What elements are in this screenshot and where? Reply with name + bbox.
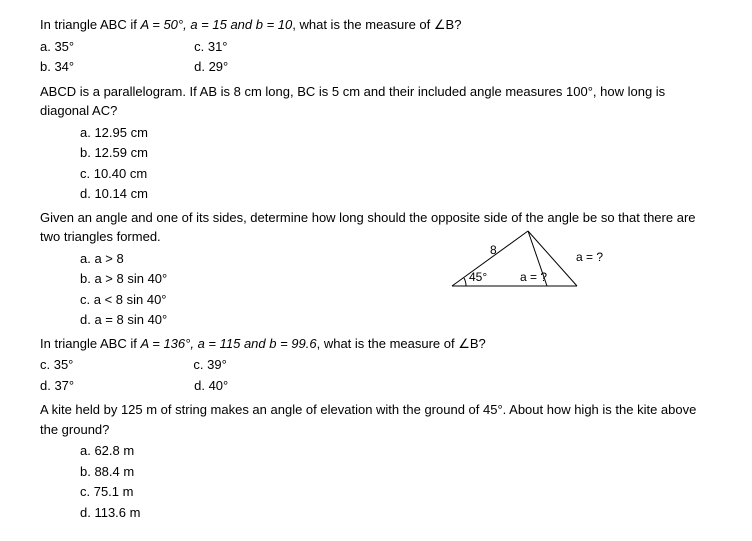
q2-text: ABCD is a parallelogram. If AB is 8 cm l… <box>40 82 712 121</box>
q4-text: In triangle ABC if A = 136°, a = 115 and… <box>40 334 712 354</box>
question-5: A kite held by 125 m of string makes an … <box>40 400 712 522</box>
q5-option-d: d. 113.6 m <box>40 503 712 523</box>
q1-option-a: a. 35° <box>40 37 74 57</box>
q4-row2: d. 37° d. 40° <box>40 376 712 397</box>
label-a-outer: a = ? <box>576 248 603 266</box>
q2-option-a: a. 12.95 cm <box>40 123 712 143</box>
q2-option-c: c. 10.40 cm <box>40 164 712 184</box>
angle-arc <box>464 278 466 286</box>
q4-option-b: d. 37° <box>40 376 74 396</box>
question-3: Given an angle and one of its sides, det… <box>40 208 712 330</box>
q1-option-b: b. 34° <box>40 57 74 77</box>
q1-row2: b. 34° d. 29° <box>40 57 712 78</box>
q3-option-d: d. a = 8 sin 40° <box>40 310 712 330</box>
q4-pre: In triangle ABC if <box>40 336 140 351</box>
q2-options: a. 12.95 cm b. 12.59 cm c. 10.40 cm d. 1… <box>40 123 712 204</box>
q4-mid: A = 136°, a = 115 and b = 99.6 <box>140 336 316 351</box>
triangle-diagram: 8 45° a = ? a = ? <box>442 226 622 296</box>
q2-option-d: d. 10.14 cm <box>40 184 712 204</box>
question-4: In triangle ABC if A = 136°, a = 115 and… <box>40 334 712 397</box>
question-1: In triangle ABC if A = 50°, a = 15 and b… <box>40 15 712 78</box>
q1-mid: A = 50°, a = 15 and b = 10 <box>140 17 292 32</box>
q4-row1: c. 35° c. 39° <box>40 355 712 376</box>
q4-option-a: c. 35° <box>40 355 73 375</box>
label-a-inner: a = ? <box>520 268 547 286</box>
q4-post: , what is the measure of ∠B? <box>317 336 486 351</box>
q4-option-c: c. 39° <box>193 355 226 375</box>
q2-option-b: b. 12.59 cm <box>40 143 712 163</box>
q1-row1: a. 35° c. 31° <box>40 37 712 58</box>
q5-option-b: b. 88.4 m <box>40 462 712 482</box>
q1-text: In triangle ABC if A = 50°, a = 15 and b… <box>40 15 712 35</box>
q5-options: a. 62.8 m b. 88.4 m c. 75.1 m d. 113.6 m <box>40 441 712 522</box>
q4-option-d: d. 40° <box>194 376 228 396</box>
question-2: ABCD is a parallelogram. If AB is 8 cm l… <box>40 82 712 204</box>
label-45: 45° <box>469 268 487 286</box>
q1-option-d: d. 29° <box>194 57 228 77</box>
q1-option-c: c. 31° <box>194 37 227 57</box>
q5-text: A kite held by 125 m of string makes an … <box>40 400 712 439</box>
q1-post: , what is the measure of ∠B? <box>292 17 461 32</box>
q5-option-a: a. 62.8 m <box>40 441 712 461</box>
label-8: 8 <box>490 241 497 259</box>
q5-option-c: c. 75.1 m <box>40 482 712 502</box>
q1-pre: In triangle ABC if <box>40 17 140 32</box>
